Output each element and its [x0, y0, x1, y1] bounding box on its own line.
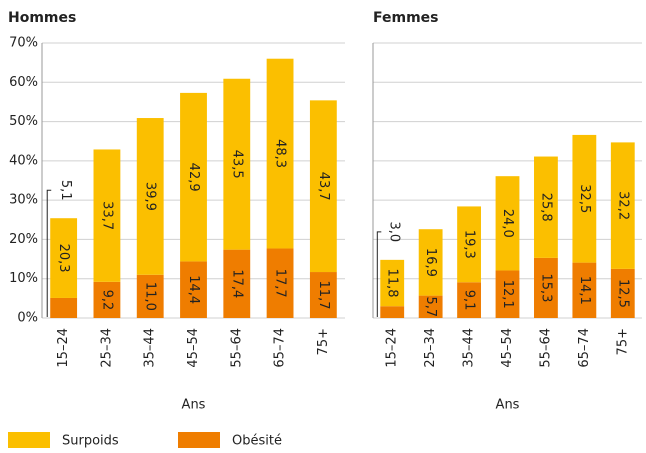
legend-label: Surpoids — [62, 434, 119, 449]
x-tick-label: 45–54 — [186, 328, 201, 368]
bar-segment — [418, 229, 443, 296]
legend-label: Obésité — [232, 434, 282, 449]
x-tick-label: 25–34 — [423, 328, 438, 368]
data-label: 17,7 — [273, 269, 288, 298]
data-label: 17,4 — [229, 269, 244, 298]
bar-segment — [495, 270, 520, 318]
x-tick-label: 55–64 — [538, 328, 553, 368]
x-axis-label: Ans — [182, 398, 206, 413]
bar-segment — [572, 262, 597, 318]
data-label: 42,9 — [186, 163, 201, 192]
data-label: 14,4 — [186, 275, 201, 304]
bar-segment — [309, 100, 337, 273]
bar-segment — [93, 149, 121, 282]
bar-segment — [180, 261, 207, 318]
bar-segment — [380, 306, 405, 318]
data-label: 48,3 — [273, 139, 288, 168]
legend-swatch — [8, 432, 50, 448]
bar-segment — [309, 272, 337, 318]
bar-segment — [380, 259, 405, 307]
data-label: 12,5 — [615, 279, 630, 308]
bar-segment — [457, 206, 481, 283]
data-label: 43,7 — [316, 172, 331, 201]
data-label: 14,1 — [577, 276, 592, 305]
bar-segment — [223, 249, 251, 318]
x-tick-label: 65–74 — [577, 328, 592, 368]
bar-segment — [180, 92, 207, 262]
data-label: 9,1 — [462, 290, 477, 311]
label-leader — [376, 231, 382, 317]
bar-segment — [457, 282, 481, 318]
data-label: 32,5 — [577, 184, 592, 213]
x-tick-label: 35–44 — [143, 328, 158, 368]
label-leader — [46, 189, 52, 317]
x-tick-label: 55–64 — [229, 328, 244, 368]
data-label: 19,3 — [462, 230, 477, 259]
bar-segment — [136, 274, 164, 318]
bar-segment — [610, 268, 635, 318]
x-tick-label: 75+ — [316, 328, 331, 355]
bar-segment — [418, 295, 443, 318]
x-tick-label: 35–44 — [462, 328, 477, 368]
x-tick-label: 25–34 — [99, 328, 114, 368]
x-tick-label: 15–24 — [385, 328, 400, 368]
bar-segment — [266, 248, 294, 318]
data-label: 11,8 — [385, 269, 400, 298]
data-label: 15,3 — [538, 273, 553, 302]
y-tick-label: 30% — [9, 193, 38, 208]
y-tick-label: 10% — [9, 271, 38, 286]
data-label: 24,0 — [500, 209, 515, 238]
y-tick-label: 60% — [9, 75, 38, 90]
data-label: 39,9 — [143, 182, 158, 211]
x-axis-label: Ans — [496, 398, 520, 413]
bar-segment — [610, 142, 635, 269]
x-tick-label: 45–54 — [500, 328, 515, 368]
bar-segment — [534, 257, 558, 318]
y-tick-label: 50% — [9, 114, 38, 129]
y-tick-label: 70% — [9, 36, 38, 51]
bar-segment — [50, 297, 78, 318]
data-label: 25,8 — [538, 193, 553, 222]
data-label: 9,2 — [99, 290, 114, 311]
data-label: 43,5 — [229, 150, 244, 179]
bar-segment — [266, 58, 294, 249]
data-label: 11,0 — [143, 282, 158, 311]
bar-segment — [495, 176, 520, 271]
x-tick-label: 15–24 — [56, 328, 71, 368]
panel-title: Hommes — [8, 10, 76, 26]
x-tick-label: 75+ — [615, 328, 630, 355]
data-label: 33,7 — [99, 201, 114, 230]
data-label: 5,1 — [58, 180, 73, 201]
bar-segment — [136, 118, 164, 275]
bar-segment — [572, 134, 597, 263]
data-label: 32,2 — [615, 191, 630, 220]
bar-segment — [50, 218, 78, 298]
bar-segment — [223, 78, 251, 250]
data-label: 3,0 — [387, 222, 402, 243]
y-tick-label: 20% — [9, 232, 38, 247]
panel-title: Femmes — [373, 10, 439, 26]
bar-segment — [534, 156, 558, 258]
data-label: 12,1 — [500, 280, 515, 309]
y-tick-label: 40% — [9, 153, 38, 168]
x-tick-label: 65–74 — [273, 328, 288, 368]
bar-segment — [93, 281, 121, 318]
data-label: 5,7 — [423, 296, 438, 317]
data-label: 11,7 — [316, 281, 331, 310]
legend-swatch — [178, 432, 220, 448]
data-label: 16,9 — [423, 248, 438, 277]
data-label: 20,3 — [56, 244, 71, 273]
y-tick-label: 0% — [17, 311, 38, 326]
